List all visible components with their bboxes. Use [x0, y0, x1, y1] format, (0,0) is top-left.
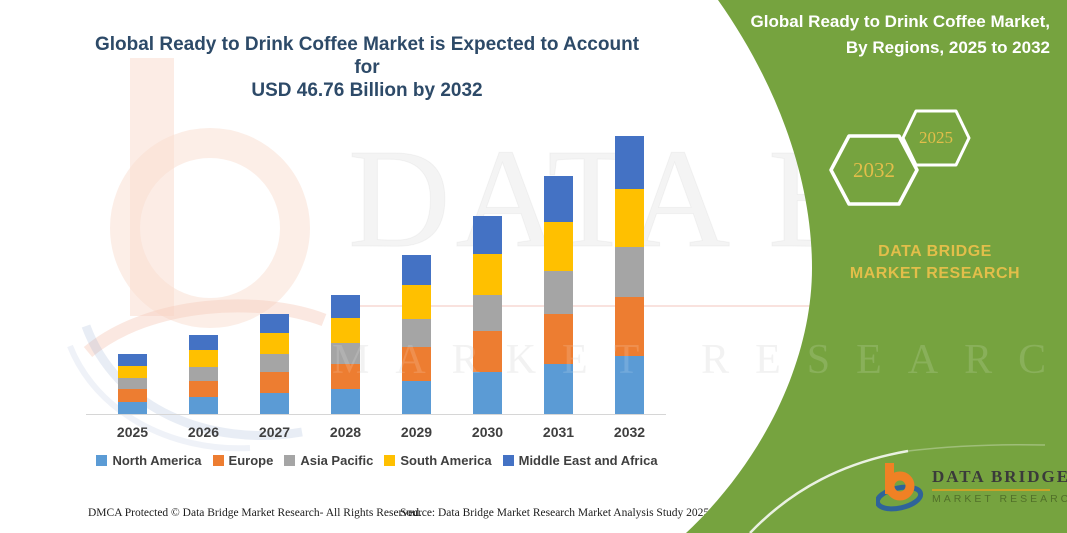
stacked-bar-2031 — [544, 176, 573, 414]
legend-swatch — [212, 455, 224, 466]
x-axis-label: 2032 — [613, 424, 646, 440]
bar-segment — [473, 253, 502, 296]
bar-segment — [189, 350, 218, 367]
bar-segment — [402, 285, 431, 319]
watermark-text-line2-ghost: MARKET RESEARCH — [332, 337, 1067, 383]
x-axis-label: 2031 — [542, 424, 575, 440]
legend-item: Europe — [212, 453, 274, 468]
x-axis-label: 2030 — [471, 424, 504, 440]
bar-segment — [118, 378, 147, 389]
bar-plot — [118, 135, 644, 414]
bar-segment — [615, 188, 644, 248]
bar-segment — [402, 380, 431, 414]
legend-swatch — [502, 455, 514, 466]
legend-item: South America — [384, 453, 492, 468]
bar-segment — [544, 271, 573, 315]
bar-segment — [189, 380, 218, 398]
bar-segment — [402, 318, 431, 348]
bar-segment — [544, 176, 573, 222]
stacked-bar-2032 — [615, 135, 644, 414]
stacked-bar-2028 — [331, 295, 360, 414]
bar-segment — [473, 372, 502, 414]
bar-segment — [473, 216, 502, 254]
bar-segment — [331, 342, 360, 364]
bar-segment — [189, 397, 218, 414]
bar-segment — [615, 247, 644, 298]
bar-segment — [260, 372, 289, 393]
bar-segment — [544, 314, 573, 365]
x-axis-label: 2027 — [258, 424, 291, 440]
bar-segment — [118, 365, 147, 379]
bar-segment — [544, 221, 573, 272]
x-axis-label: 2028 — [329, 424, 362, 440]
bar-segment — [331, 364, 360, 389]
chart-title-line1: Global Ready to Drink Coffee Market is E… — [94, 34, 640, 78]
bar-segment — [260, 314, 289, 333]
bar-segment — [331, 295, 360, 318]
legend-label: Middle East and Africa — [518, 453, 658, 468]
bar-segment — [402, 347, 431, 381]
x-axis-label: 2025 — [116, 424, 149, 440]
watermark-underline — [352, 305, 1067, 307]
bar-segment — [331, 389, 360, 414]
chart-title-line2: USD 46.76 Billion by 2032 — [251, 80, 483, 101]
bar-segment — [189, 335, 218, 351]
x-axis-line — [86, 414, 666, 415]
legend-label: North America — [112, 453, 202, 468]
legend-item: Middle East and Africa — [502, 453, 658, 468]
bar-segment — [473, 295, 502, 331]
bar-segment — [615, 355, 644, 414]
bar-segment — [544, 364, 573, 414]
legend-label: Europe — [228, 453, 274, 468]
bar-segment — [118, 401, 147, 414]
bar-segment — [260, 333, 289, 354]
legend-swatch — [384, 455, 396, 466]
stacked-bar-2025 — [118, 354, 147, 414]
bar-segment — [615, 297, 644, 356]
bar-segment — [260, 354, 289, 372]
chart-legend: North America Europe Asia Pacific South Ame… — [84, 453, 670, 468]
stacked-bar-2027 — [260, 314, 289, 414]
legend-item: North America — [96, 453, 202, 468]
legend-swatch — [96, 455, 108, 466]
stacked-bar-2030 — [473, 216, 502, 414]
bar-segment — [473, 330, 502, 373]
chart-title: Global Ready to Drink Coffee Market is E… — [88, 33, 646, 102]
footer-source-text: Source: Data Bridge Market Research Mark… — [400, 507, 710, 519]
bar-segment — [118, 389, 147, 402]
legend-label: South America — [400, 453, 492, 468]
stacked-bar-2029 — [402, 255, 431, 414]
x-axis-label: 2026 — [187, 424, 220, 440]
bar-segment — [402, 255, 431, 286]
hexagon-2032-shape — [829, 134, 919, 206]
bar-segment — [260, 393, 289, 414]
x-axis-label: 2029 — [400, 424, 433, 440]
bar-segment — [615, 135, 644, 189]
footer-dmca-text: DMCA Protected © Data Bridge Market Rese… — [88, 507, 422, 519]
legend-swatch — [284, 455, 296, 466]
bar-segment — [118, 354, 147, 366]
stacked-bar-2026 — [189, 335, 218, 414]
bar-segment — [331, 317, 360, 343]
legend-label: Asia Pacific — [300, 453, 374, 468]
watermark-logo-b — [67, 58, 327, 452]
bar-segment — [189, 366, 218, 381]
legend-item: Asia Pacific — [284, 453, 373, 468]
